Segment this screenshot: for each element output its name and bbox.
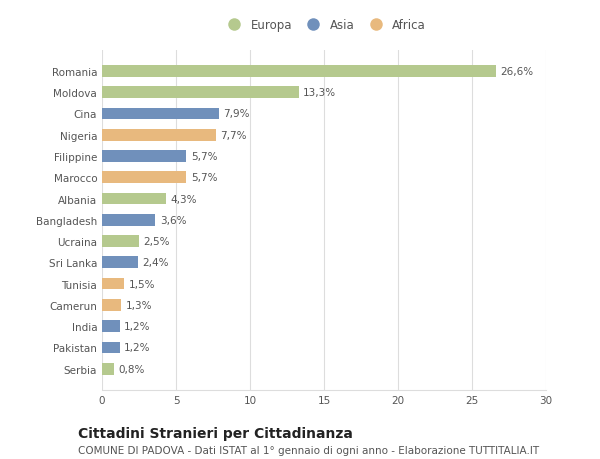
Text: 5,7%: 5,7%	[191, 151, 217, 162]
Text: 7,7%: 7,7%	[220, 130, 247, 140]
Text: Cittadini Stranieri per Cittadinanza: Cittadini Stranieri per Cittadinanza	[78, 426, 353, 440]
Bar	[102, 172, 187, 184]
Legend: Europa, Asia, Africa: Europa, Asia, Africa	[218, 16, 430, 36]
Bar	[102, 278, 124, 290]
Bar	[102, 66, 496, 78]
Text: 2,4%: 2,4%	[142, 258, 169, 268]
Bar	[102, 151, 187, 162]
Text: 7,9%: 7,9%	[223, 109, 250, 119]
Text: 5,7%: 5,7%	[191, 173, 217, 183]
Text: 0,8%: 0,8%	[118, 364, 145, 374]
Text: 26,6%: 26,6%	[500, 67, 533, 77]
Bar	[102, 342, 120, 353]
Bar	[102, 193, 166, 205]
Bar	[102, 363, 114, 375]
Bar	[102, 87, 299, 99]
Bar	[102, 257, 137, 269]
Text: 1,2%: 1,2%	[124, 343, 151, 353]
Text: 1,3%: 1,3%	[125, 300, 152, 310]
Bar	[102, 214, 155, 226]
Bar	[102, 320, 120, 332]
Text: COMUNE DI PADOVA - Dati ISTAT al 1° gennaio di ogni anno - Elaborazione TUTTITAL: COMUNE DI PADOVA - Dati ISTAT al 1° genn…	[78, 445, 539, 455]
Text: 1,2%: 1,2%	[124, 321, 151, 331]
Bar	[102, 236, 139, 247]
Text: 2,5%: 2,5%	[143, 236, 170, 246]
Bar	[102, 129, 216, 141]
Bar	[102, 108, 219, 120]
Text: 3,6%: 3,6%	[160, 215, 186, 225]
Text: 1,5%: 1,5%	[128, 279, 155, 289]
Text: 4,3%: 4,3%	[170, 194, 197, 204]
Text: 13,3%: 13,3%	[303, 88, 337, 98]
Bar	[102, 299, 121, 311]
